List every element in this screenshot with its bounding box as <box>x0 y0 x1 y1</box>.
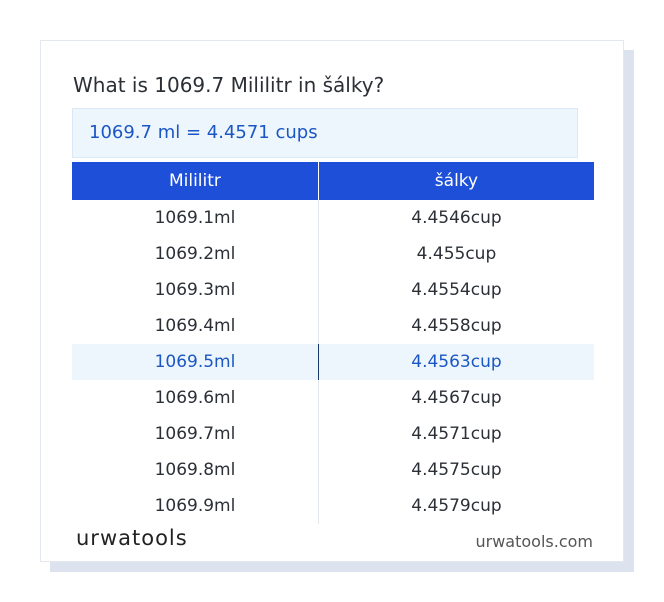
table-cell: 4.4571cup <box>411 424 502 444</box>
table-cell: 4.4554cup <box>411 280 502 300</box>
table-row: 1069.4ml 4.4558cup <box>72 308 594 344</box>
table-row: 1069.3ml 4.4554cup <box>72 272 594 308</box>
table-cell: 1069.1ml <box>72 200 319 236</box>
table-row: 1069.9ml 4.4579cup <box>72 488 594 524</box>
table-cell: 1069.4ml <box>72 308 319 344</box>
table-cell: 1069.7ml <box>72 416 319 452</box>
table-cell: 1069.2ml <box>72 236 319 272</box>
table-cell: 4.455cup <box>416 244 497 264</box>
table-cell: 4.4563cup <box>318 344 594 380</box>
table-cell: 1069.6ml <box>72 380 319 416</box>
table-cell: 1069.5ml <box>72 344 319 380</box>
table-cell: 4.4546cup <box>411 208 502 228</box>
table-cell: 4.4579cup <box>411 496 502 516</box>
column-header: šálky <box>318 162 594 200</box>
table-row: 1069.2ml 4.455cup <box>72 236 594 272</box>
conversion-table: Mililitr šálky 1069.1ml 4.4546cup 1069.2ml 4.… <box>72 162 594 524</box>
table-row: 1069.7ml 4.4571cup <box>72 416 594 452</box>
table-row: 1069.5ml 4.4563cup <box>72 344 594 380</box>
card: What is 1069.7 Mililitr in šálky? 1069.7… <box>40 40 624 562</box>
table-cell: 1069.8ml <box>72 452 319 488</box>
table-cell: 1069.3ml <box>72 272 319 308</box>
table-cell: 1069.9ml <box>72 488 319 524</box>
column-header: Mililitr <box>72 162 319 200</box>
table-row: 1069.8ml 4.4575cup <box>72 452 594 488</box>
brand-logo[interactable]: urwatools <box>76 526 188 550</box>
table-cell: 4.4567cup <box>411 388 502 408</box>
table-row: 1069.1ml 4.4546cup <box>72 200 594 236</box>
title: What is 1069.7 Mililitr in šálky? <box>73 73 385 97</box>
result: 1069.7 ml = 4.4571 cups <box>72 108 578 158</box>
table-row: 1069.6ml 4.4567cup <box>72 380 594 416</box>
table-cell: 4.4558cup <box>411 316 502 336</box>
site-link[interactable]: urwatools.com <box>475 532 594 551</box>
table-cell: 4.4575cup <box>411 460 502 480</box>
